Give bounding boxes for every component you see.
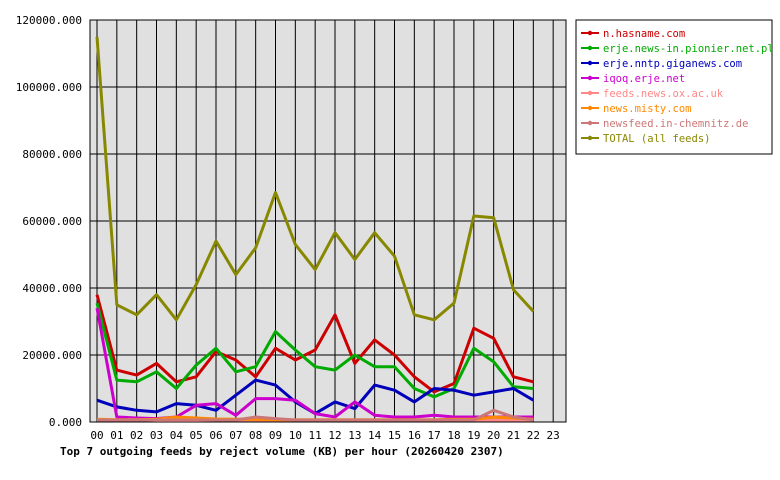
legend-swatch-dot [587,120,593,126]
x-tick-label: 12 [328,429,341,442]
legend-label: news.misty.com [603,103,692,115]
x-tick-label: 00 [90,429,103,442]
x-tick-label: 18 [447,429,460,442]
y-tick-label: 0.000 [49,416,82,429]
y-tick-label: 100000.000 [16,81,82,94]
legend-swatch-dot [587,135,593,141]
legend-label: feeds.news.ox.ac.uk [603,88,724,100]
x-tick-label: 11 [309,429,322,442]
legend-swatch-dot [587,90,593,96]
series-line-0 [95,294,534,394]
legend-swatch-dot [587,105,593,111]
legend-label: newsfeed.in-chemnitz.de [603,118,748,130]
x-tick-label: 09 [269,429,282,442]
x-tick-label: 15 [388,429,401,442]
x-tick-label: 17 [428,429,441,442]
legend-swatch-dot [587,75,593,81]
y-tick-labels: 0.000 20000.000 40000.000 60000.000 80000.00… [16,14,82,429]
legend: n.hasname.com erje.news-in.pionier.net.pl… [575,19,774,155]
legend-swatch-dot [587,30,593,36]
x-tick-labels: 00 01 02 03 04 05 06 07 08 09 10 11 12 13 14 15 16 17 18 19… [90,429,559,442]
series-line-1 [95,302,534,399]
series-lines [95,36,535,422]
y-tick-label: 20000.000 [22,349,82,362]
plot-border [89,19,567,423]
legend-box [575,19,773,155]
x-tick-label: 16 [408,429,421,442]
x-tick-label: 13 [348,429,361,442]
x-tick-label: 08 [249,429,262,442]
x-tick-label: 04 [170,429,184,442]
x-tick-label: 14 [368,429,382,442]
legend-label: erje.nntp.giganews.com [603,58,742,70]
x-tick-label: 02 [130,429,143,442]
x-tick-label: 21 [507,429,520,442]
legend-label: n.hasname.com [603,28,685,40]
x-tick-label: 07 [229,429,242,442]
legend-swatch-dot [587,60,593,66]
x-tick-label: 10 [289,429,302,442]
x-tick-label: 03 [150,429,163,442]
y-tick-label: 120000.000 [16,14,82,27]
legend-label: iqoq.erje.net [603,73,685,85]
y-tick-label: 40000.000 [22,282,82,295]
y-tick-label: 80000.000 [22,148,82,161]
y-tick-label: 60000.000 [22,215,82,228]
series-line-6 [97,408,534,422]
x-tick-label: 19 [467,429,480,442]
x-tick-label: 01 [110,429,123,442]
x-tick-label: 06 [209,429,222,442]
x-tick-label: 23 [547,429,560,442]
legend-swatch-dot [587,45,593,51]
chart-title: Top 7 outgoing feeds by reject volume (K… [60,445,504,458]
legend-label: erje.news-in.pionier.net.pl [603,43,774,55]
x-tick-label: 22 [527,429,540,442]
x-tick-label: 05 [190,429,203,442]
legend-label: TOTAL (all feeds) [603,133,710,145]
x-tick-label: 20 [487,429,500,442]
grid [89,19,567,423]
series-line-7 [95,36,535,322]
